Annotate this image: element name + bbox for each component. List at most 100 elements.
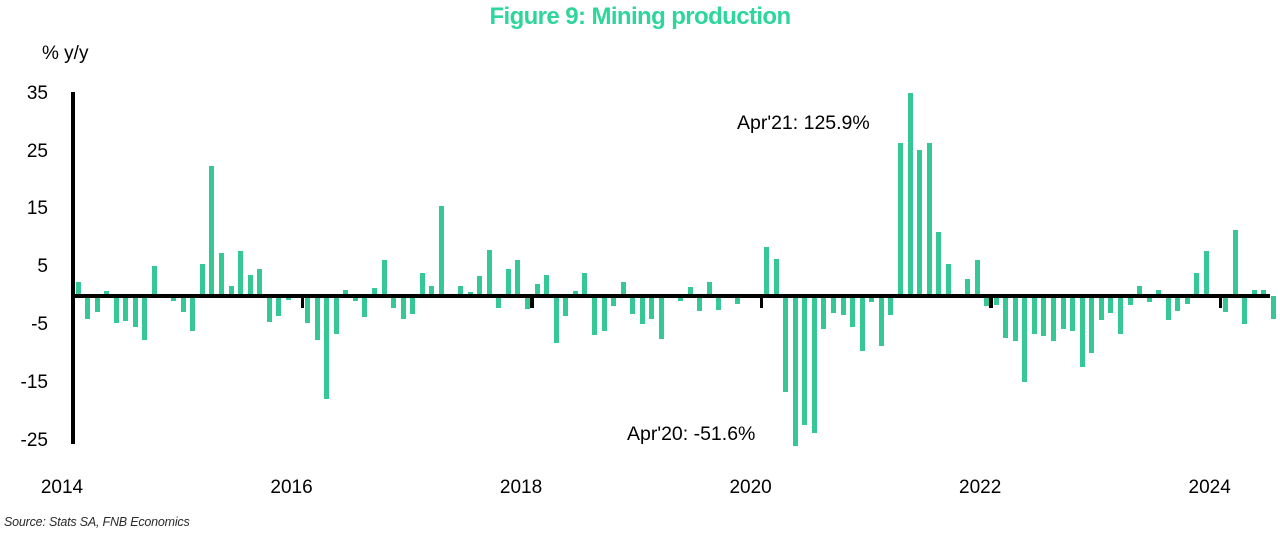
data-bar bbox=[75, 282, 81, 296]
x-axis-year-label: 2020 bbox=[729, 477, 772, 498]
data-bar bbox=[735, 296, 741, 305]
data-bar bbox=[1223, 296, 1229, 312]
data-bar bbox=[362, 296, 368, 317]
data-bar bbox=[764, 247, 770, 296]
data-bar bbox=[180, 296, 186, 313]
data-bar bbox=[716, 296, 722, 311]
y-tick-label: -15 bbox=[20, 371, 48, 393]
data-bar bbox=[458, 285, 464, 296]
data-bar bbox=[400, 296, 406, 320]
data-bar bbox=[1156, 290, 1162, 296]
data-bar bbox=[591, 296, 597, 335]
data-bar bbox=[1089, 296, 1095, 354]
data-bar bbox=[811, 296, 817, 433]
y-tick-label: 25 bbox=[26, 140, 48, 162]
chart-title: Figure 9: Mining production bbox=[489, 3, 791, 30]
data-bar bbox=[802, 296, 808, 425]
data-bar bbox=[218, 252, 224, 296]
data-bar bbox=[534, 283, 540, 296]
y-tick-label: -25 bbox=[20, 429, 48, 451]
data-bar bbox=[438, 206, 444, 296]
data-bar bbox=[305, 296, 311, 324]
data-bar bbox=[1060, 296, 1066, 329]
data-bar bbox=[974, 259, 980, 296]
data-bar bbox=[419, 273, 425, 296]
x-axis-year-label: 2022 bbox=[959, 477, 1002, 498]
data-bar bbox=[85, 296, 91, 320]
data-bar bbox=[984, 296, 990, 306]
data-bar bbox=[1127, 296, 1133, 305]
data-bar bbox=[1232, 230, 1238, 296]
annotation-apr20-trough: Apr'20: -51.6% bbox=[627, 423, 756, 445]
data-bar bbox=[620, 282, 626, 296]
x-axis-year-label: 2014 bbox=[40, 477, 84, 498]
data-bar bbox=[821, 296, 827, 329]
data-bar bbox=[477, 275, 483, 296]
data-bar bbox=[1051, 296, 1057, 342]
y-axis-unit-label: % y/y bbox=[42, 43, 89, 64]
data-bar bbox=[123, 296, 129, 322]
data-bar bbox=[285, 296, 291, 301]
data-bar bbox=[142, 296, 148, 340]
data-bar bbox=[496, 296, 502, 308]
data-bar bbox=[869, 296, 875, 302]
data-bar bbox=[505, 269, 511, 296]
data-bar bbox=[429, 285, 435, 296]
data-bar bbox=[878, 296, 884, 346]
data-bar bbox=[936, 231, 942, 296]
data-bar bbox=[525, 296, 530, 310]
data-bar bbox=[104, 290, 110, 296]
data-bar bbox=[190, 296, 196, 332]
data-bar bbox=[840, 296, 846, 316]
data-bar bbox=[1079, 296, 1085, 367]
data-bar bbox=[381, 260, 387, 296]
x-axis-year-label: 2018 bbox=[499, 477, 543, 498]
data-bar bbox=[238, 251, 244, 296]
data-bar bbox=[1003, 296, 1009, 339]
data-bar bbox=[850, 296, 856, 328]
data-bar bbox=[1117, 296, 1123, 335]
data-bar bbox=[630, 296, 636, 315]
data-bar bbox=[333, 296, 339, 334]
y-tick-label: -5 bbox=[31, 313, 48, 335]
data-bar bbox=[486, 249, 492, 296]
data-bar bbox=[601, 296, 607, 332]
data-bar bbox=[544, 274, 550, 296]
data-bar bbox=[1251, 290, 1257, 296]
data-bar bbox=[228, 286, 234, 296]
data-bar bbox=[132, 296, 138, 327]
y-tick-label: 35 bbox=[26, 82, 48, 104]
data-bar bbox=[831, 296, 837, 314]
data-bar bbox=[1146, 296, 1152, 303]
y-axis-line bbox=[71, 92, 75, 444]
data-bar bbox=[1012, 296, 1018, 341]
data-bar bbox=[582, 272, 588, 296]
data-bar bbox=[1175, 296, 1181, 312]
data-bar bbox=[1070, 296, 1076, 331]
data-bar bbox=[113, 296, 119, 324]
data-bar bbox=[1137, 285, 1143, 296]
data-bar bbox=[352, 296, 358, 301]
data-bar bbox=[209, 165, 215, 296]
data-bar bbox=[247, 275, 253, 296]
data-bar bbox=[1165, 296, 1171, 321]
data-bar bbox=[611, 296, 617, 306]
data-bar bbox=[572, 290, 578, 296]
data-bar bbox=[152, 265, 157, 296]
data-bar bbox=[1022, 296, 1028, 383]
data-bar bbox=[888, 296, 894, 316]
data-bar bbox=[649, 296, 655, 319]
data-bar bbox=[171, 296, 177, 302]
data-bar bbox=[1261, 290, 1267, 296]
data-bar bbox=[1204, 251, 1210, 296]
y-tick-label: 15 bbox=[26, 198, 48, 220]
data-bar bbox=[964, 278, 970, 296]
data-bar bbox=[1194, 272, 1200, 296]
data-bar bbox=[926, 142, 932, 296]
data-bar bbox=[563, 296, 569, 317]
data-bar bbox=[687, 286, 693, 296]
y-tick-label: 5 bbox=[37, 256, 48, 278]
x-year-tick bbox=[530, 298, 534, 308]
data-bar bbox=[324, 296, 330, 399]
